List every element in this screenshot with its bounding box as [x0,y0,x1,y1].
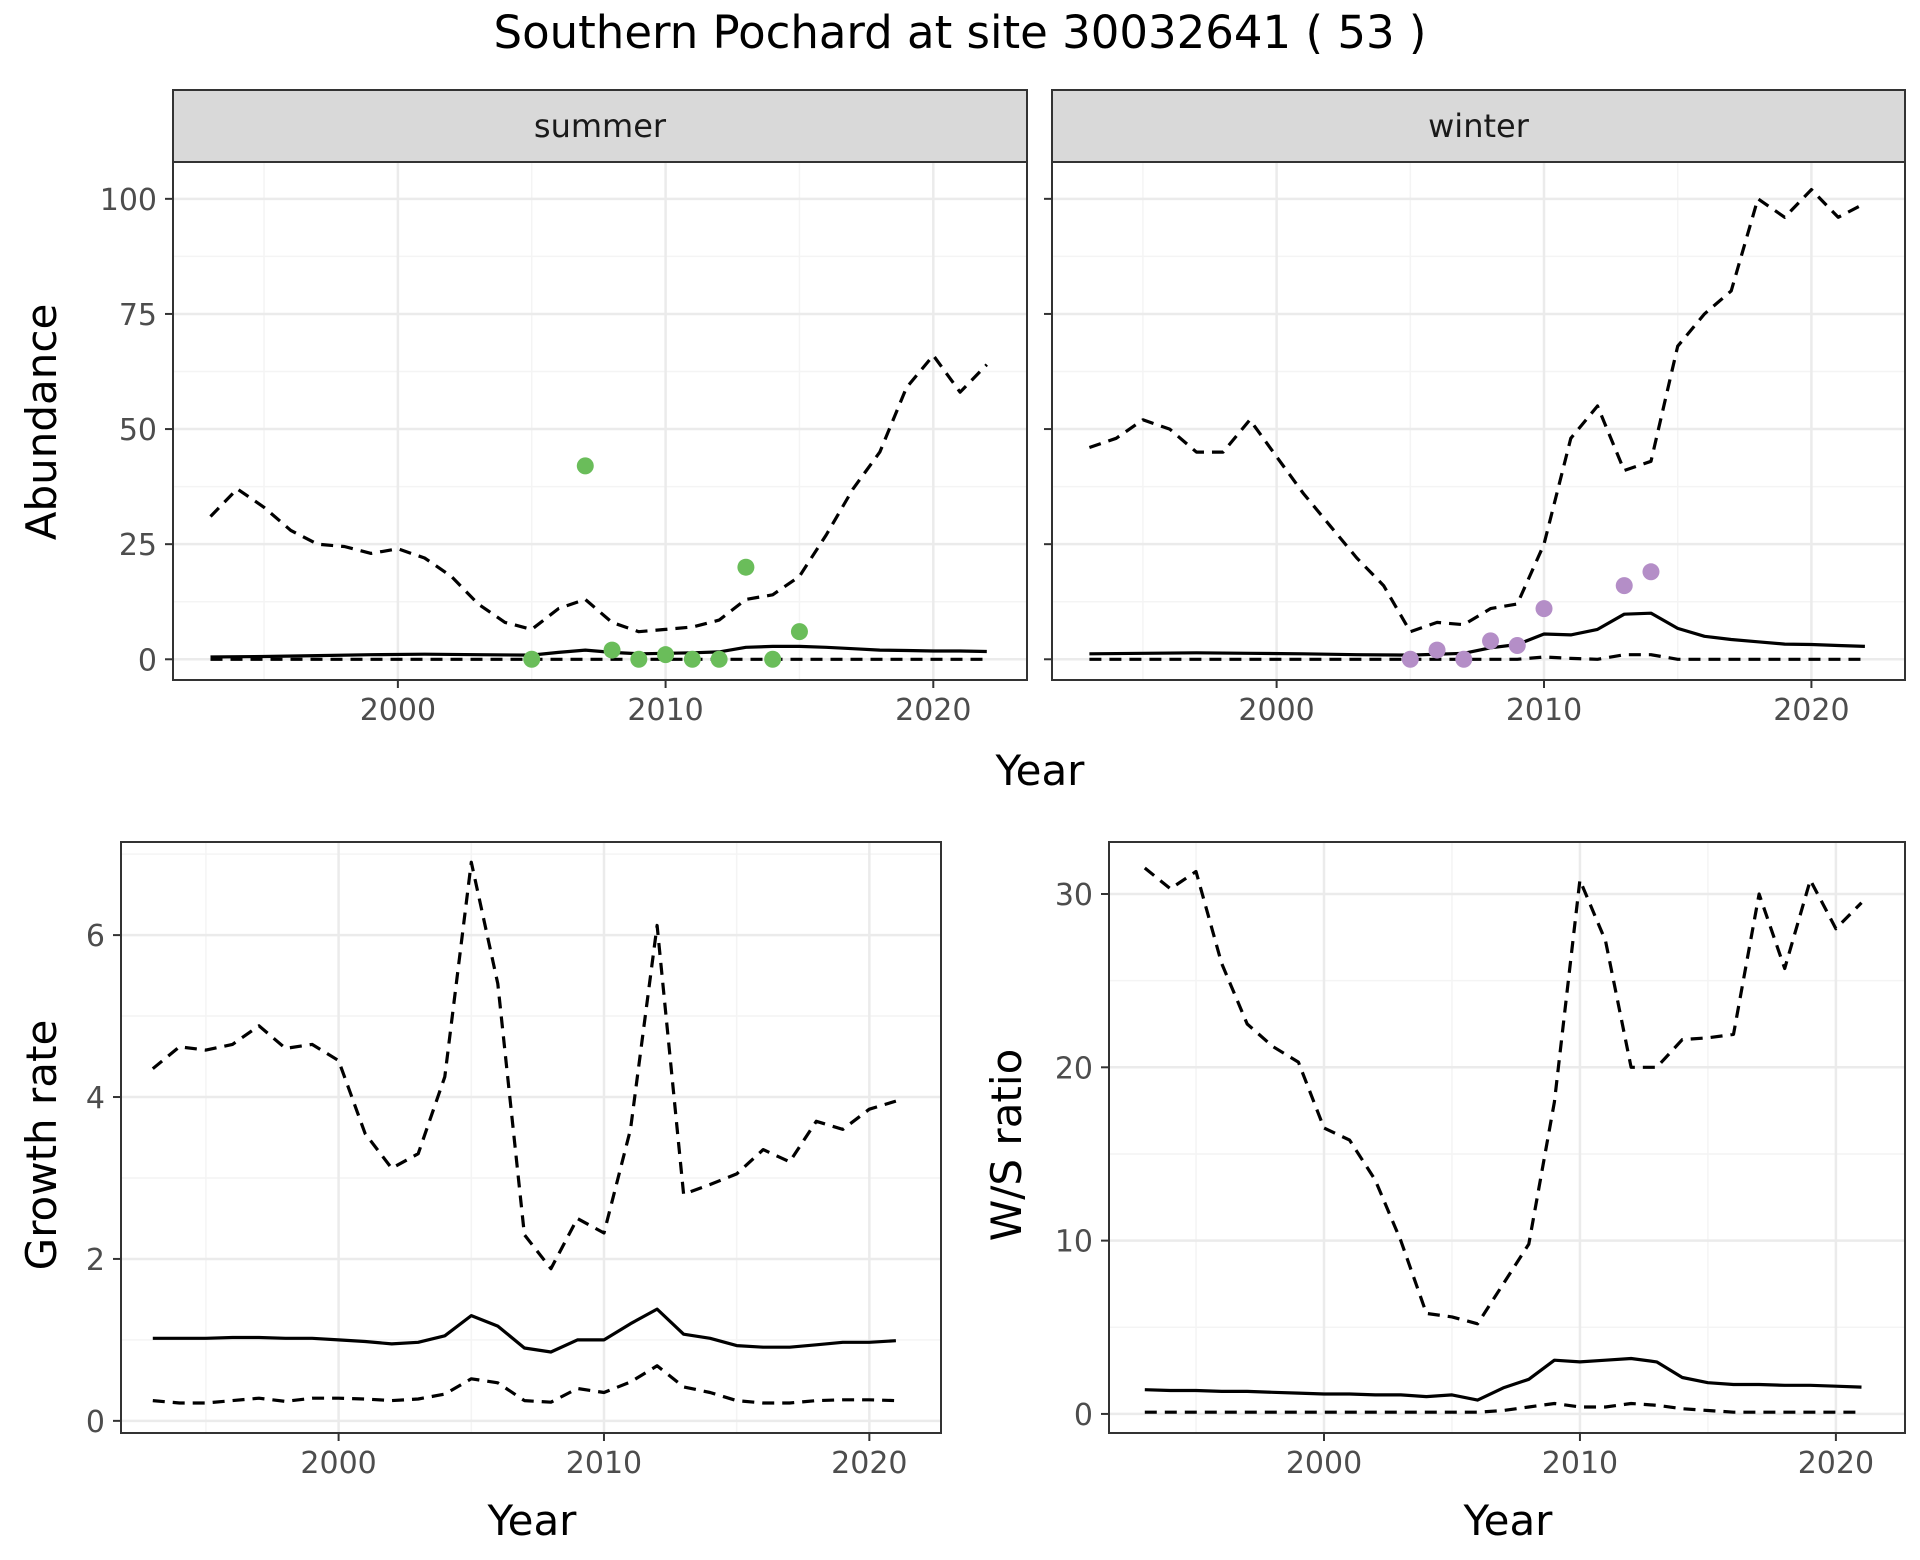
winter-series-upper-bound-line [1088,188,1866,634]
abundance-y-axis-title: Abundance [17,304,66,541]
summer-y-tick-label: 0 [138,643,157,678]
summer-x-tick-label: 2000 [360,693,436,728]
summer-strip-label: summer [534,107,667,145]
winter-observed-point [1535,600,1553,618]
figure-title: Southern Pochard at site 30032641 ( 53 ) [494,6,1427,59]
panel-summer: summer 2000 2010 2020 0 25 50 75 100 [100,89,1028,728]
growth-x-tick-label: 2020 [831,1446,907,1481]
winter-x-tick-label: 2010 [1506,693,1582,728]
ws-ratio-y-axis-title: W/S ratio [982,1049,1031,1242]
winter-series-estimate-line [1089,611,1865,657]
growth-series-upper-bound-line [151,860,897,1271]
growth-y-tick-label: 6 [86,919,105,954]
summer-observed-point [576,457,594,475]
winter-strip-label: winter [1428,107,1530,145]
summer-x-tick-label: 2010 [627,693,703,728]
winter-series-lower-bound-line [1089,653,1865,661]
winter-observed-point [1642,563,1660,581]
summer-y-tick-label: 75 [119,298,157,333]
summer-y-tick-label: 25 [119,528,157,563]
winter-x-tick-label: 2000 [1238,693,1314,728]
summer-observed-point [657,646,675,664]
ws_ratio-y-tick-label: 30 [1055,878,1093,913]
summer-y-tick-label: 100 [100,183,157,218]
summer-y-tick-label: 50 [119,413,157,448]
abundance-x-axis-title: Year [995,746,1086,795]
growth-y-tick-label: 0 [86,1405,105,1440]
summer-series-estimate-line [210,644,987,659]
winter-x-tick-label: 2020 [1773,693,1849,728]
panel-ws-ratio: 2000 2010 2020 0 10 20 30 [1055,841,1906,1481]
growth-y-axis-title: Growth rate [17,1020,66,1271]
ws_ratio-y-tick-label: 10 [1055,1225,1093,1260]
winter-observed-point [1482,632,1500,650]
winter-observed-point [1428,641,1446,659]
growth-panel-border [120,841,942,1434]
ws_ratio-panel-border [1108,841,1906,1434]
growth-y-tick-label: 4 [86,1081,105,1116]
summer-observed-point [683,650,701,668]
winter-observed-point [1508,636,1526,654]
ws_ratio-series-estimate-line [1144,1356,1862,1402]
summer-observed-point [764,650,782,668]
ws-ratio-x-axis-title: Year [1463,1496,1554,1545]
ws_ratio-y-tick-label: 0 [1074,1398,1093,1433]
summer-strip [172,89,1028,163]
panel-winter: winter 2000 2010 2020 [1044,89,1906,728]
summer-x-tick-label: 2020 [895,693,971,728]
ws_ratio-x-tick-label: 2000 [1286,1446,1362,1481]
winter-strip [1051,89,1906,163]
summer-series-upper-bound-line [209,353,988,634]
ws_ratio-series-upper-bound-line [1143,866,1863,1326]
summer-observed-point [790,623,808,641]
summer-observed-point [523,650,541,668]
summer-observed-point [737,558,755,576]
summer-observed-point [603,641,621,659]
growth-x-tick-label: 2000 [300,1446,376,1481]
summer-observed-point [630,650,648,668]
panel-growth: 2000 2010 2020 0 2 4 6 [86,841,942,1481]
ws_ratio-x-tick-label: 2010 [1542,1446,1618,1481]
summer-observed-point [710,650,728,668]
growth-y-tick-label: 2 [86,1243,105,1278]
winter-observed-point [1455,650,1473,668]
winter-observed-point [1615,577,1633,595]
ws_ratio-y-tick-label: 20 [1055,1051,1093,1086]
growth-series-estimate-line [152,1307,896,1354]
winter-observed-point [1401,650,1419,668]
growth-x-tick-label: 2010 [566,1446,642,1481]
growth-series-lower-bound-line [152,1364,896,1405]
ws_ratio-x-tick-label: 2020 [1798,1446,1874,1481]
growth-x-axis-title: Year [487,1496,578,1545]
